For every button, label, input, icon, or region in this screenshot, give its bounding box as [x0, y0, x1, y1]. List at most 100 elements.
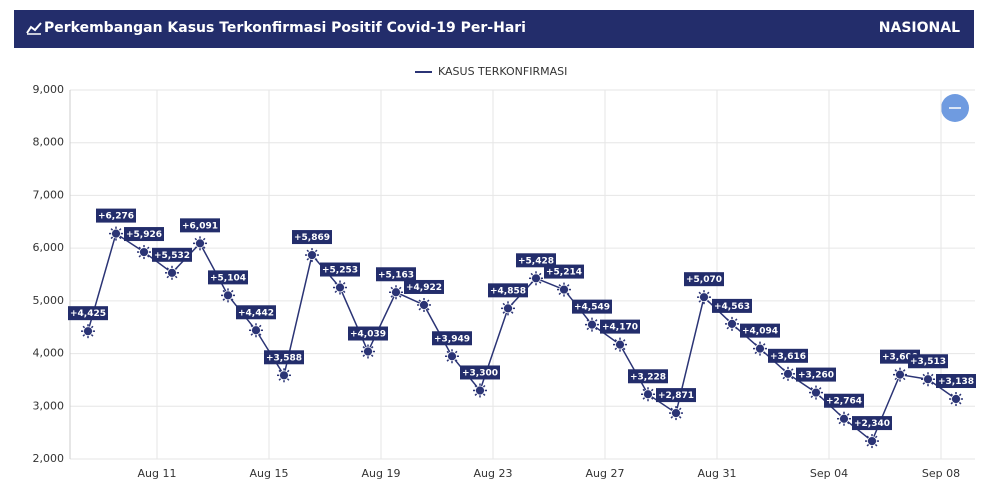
marker [361, 344, 375, 359]
value-label-box [684, 272, 724, 287]
y-tick-label: 9,000 [33, 83, 65, 96]
value-label-box [572, 299, 612, 314]
value-label-box [208, 270, 248, 285]
value-label: +3,138 [938, 377, 974, 387]
marker [697, 290, 711, 305]
value-label: +4,563 [714, 302, 750, 312]
marker [641, 387, 655, 402]
y-tick-label: 4,000 [33, 347, 65, 360]
value-label: +5,104 [210, 273, 246, 283]
marker-body [139, 247, 149, 257]
marker-body [615, 339, 625, 350]
value-label: +4,039 [350, 330, 386, 340]
marker [109, 226, 123, 241]
y-tick-label: 6,000 [33, 241, 65, 254]
value-label-box [460, 365, 500, 380]
value-label: +5,253 [322, 266, 358, 276]
value-label: +4,922 [406, 283, 442, 293]
y-tick-label: 7,000 [33, 188, 65, 201]
value-label-box [432, 331, 472, 346]
marker [837, 411, 851, 426]
value-label-box [348, 326, 388, 341]
value-label-box [516, 253, 556, 268]
marker [893, 367, 907, 382]
value-label-box [320, 262, 360, 277]
value-label-box [488, 283, 528, 298]
marker-body [643, 389, 653, 400]
y-tick-label: 2,000 [33, 452, 65, 465]
marker-body [307, 250, 317, 260]
value-label: +3,600 [882, 353, 918, 363]
marker-body [503, 303, 513, 314]
value-label-box [236, 305, 276, 320]
y-tick-label: 8,000 [33, 136, 65, 149]
marker-body [951, 394, 961, 404]
value-label-box [264, 350, 304, 365]
value-label-box [292, 230, 332, 245]
x-tick-label: Sep 04 [810, 467, 848, 480]
marker [81, 324, 95, 339]
value-label-box [68, 306, 108, 321]
marker [557, 282, 571, 297]
value-label: +5,214 [546, 268, 582, 278]
marker-body [671, 408, 681, 418]
chart: 2,000 3,000 4,000 5,000 6,000 7,000 8,000 9,000… [33, 65, 976, 480]
header-scope: NASIONAL [878, 20, 960, 36]
marker [753, 341, 767, 356]
value-label-box [824, 393, 864, 408]
value-label-box [656, 388, 696, 403]
value-label-box [740, 323, 780, 338]
marker-body [335, 282, 345, 293]
marker-body [587, 319, 597, 330]
value-label: +3,588 [266, 353, 302, 363]
marker-body [195, 238, 205, 249]
value-label: +3,616 [770, 352, 806, 362]
value-label: +4,170 [602, 323, 638, 333]
value-label: +4,549 [574, 303, 610, 313]
value-label: +5,163 [378, 270, 414, 280]
marker-body [363, 346, 373, 357]
value-label: +3,513 [910, 357, 946, 367]
marker [165, 265, 179, 280]
marker-body [531, 273, 541, 284]
marker-body [559, 284, 569, 295]
marker [809, 385, 823, 400]
marker-body [223, 290, 233, 301]
marker [389, 285, 403, 300]
value-label-box [908, 354, 948, 369]
value-label-box [376, 267, 416, 282]
x-tick-label: Aug 23 [474, 467, 513, 480]
marker [865, 434, 879, 449]
marker [193, 236, 207, 251]
marker [249, 323, 263, 338]
marker [445, 349, 459, 364]
y-tick-label: 3,000 [33, 399, 65, 412]
chart-icon [26, 22, 42, 35]
value-label-box [180, 218, 220, 233]
value-label-box [600, 319, 640, 334]
marker [221, 288, 235, 303]
value-label-box [796, 367, 836, 382]
marker-body [83, 326, 93, 337]
marker [417, 297, 431, 312]
marker [501, 301, 515, 316]
marker-body [923, 374, 933, 385]
value-label-box [152, 247, 192, 262]
value-label: +6,276 [98, 212, 134, 222]
value-label: +5,532 [154, 251, 190, 261]
marker [333, 280, 347, 295]
x-tick-label: Aug 19 [362, 467, 401, 480]
marker [725, 316, 739, 331]
x-tick-label: Aug 27 [586, 467, 625, 480]
value-label: +4,442 [238, 308, 274, 318]
marker-body [167, 267, 177, 278]
header-bar: Perkembangan Kasus Terkonfirmasi Positif… [14, 10, 974, 48]
marker-body [475, 385, 485, 396]
x-tick-label: Sep 08 [922, 467, 960, 480]
marker-body [447, 351, 457, 362]
marker [137, 245, 151, 260]
value-label: +4,425 [70, 309, 106, 319]
marker-body [279, 370, 289, 381]
marker [585, 317, 599, 332]
